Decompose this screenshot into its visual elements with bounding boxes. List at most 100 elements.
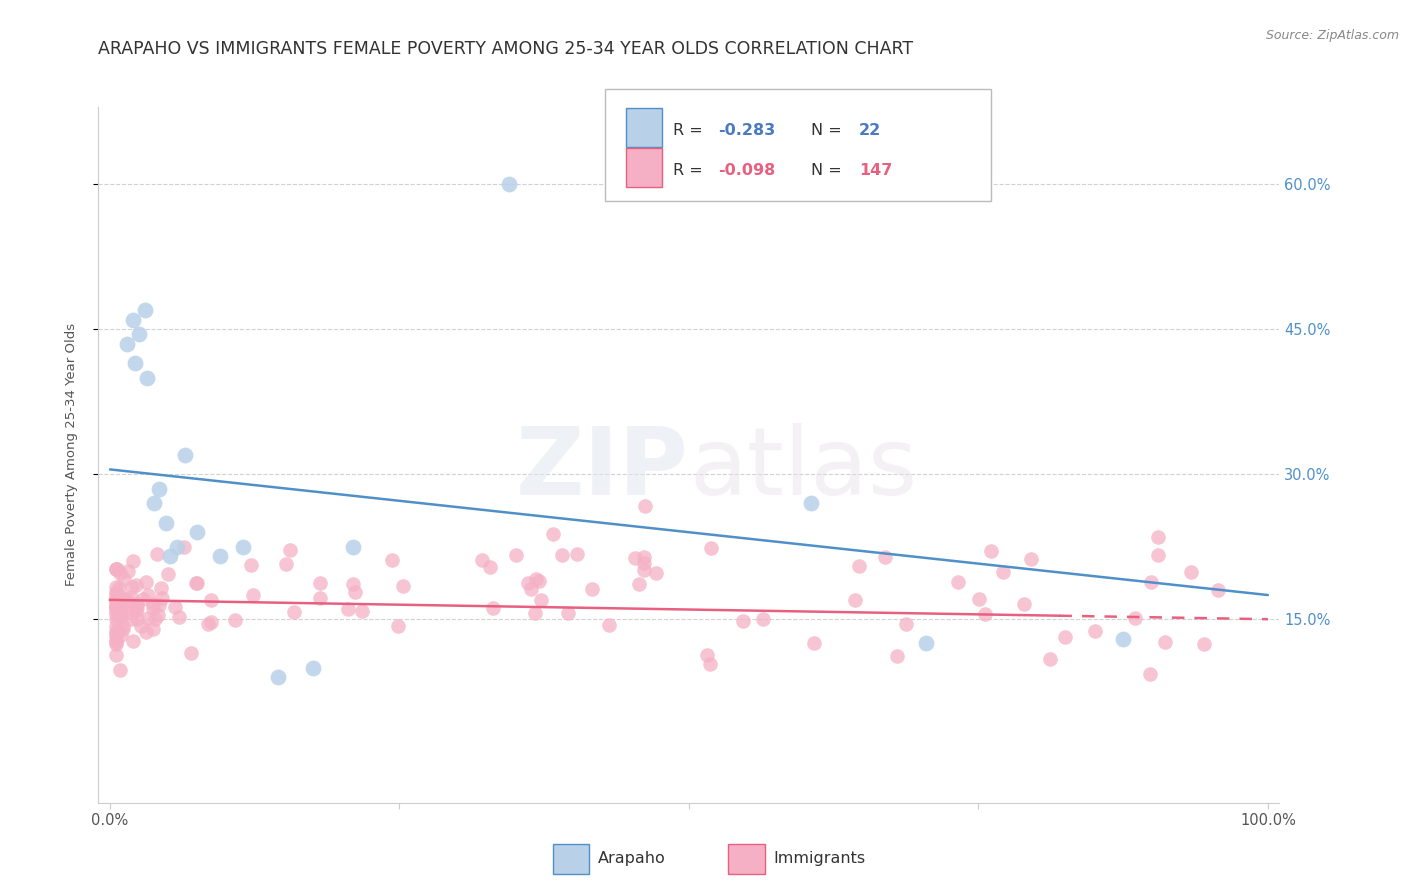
Point	[751, 612, 773, 626]
Point	[1140, 574, 1163, 589]
Point	[104, 587, 127, 601]
Point	[142, 622, 165, 636]
Point	[699, 657, 721, 672]
Point	[120, 612, 142, 626]
Point	[136, 370, 159, 384]
Point	[143, 496, 166, 510]
Point	[644, 566, 666, 580]
Point	[991, 565, 1014, 579]
Point	[530, 593, 553, 607]
Point	[104, 607, 127, 622]
Point	[896, 617, 918, 632]
Point	[124, 356, 146, 370]
Point	[240, 558, 263, 572]
Point	[174, 448, 197, 462]
Point	[633, 556, 655, 570]
Point	[120, 590, 142, 604]
Point	[524, 572, 547, 586]
Point	[1084, 624, 1107, 639]
Point	[283, 605, 305, 619]
Text: -0.098: -0.098	[718, 163, 776, 178]
Point	[557, 607, 579, 621]
Point	[105, 592, 128, 607]
Point	[1139, 666, 1161, 681]
Point	[146, 607, 169, 622]
Point	[342, 540, 364, 554]
Point	[278, 543, 301, 558]
Text: N =: N =	[811, 123, 848, 138]
Point	[142, 597, 165, 611]
Point	[634, 499, 657, 513]
Point	[232, 540, 254, 554]
Point	[122, 554, 145, 568]
Point	[136, 611, 159, 625]
Point	[121, 580, 143, 594]
Point	[186, 525, 208, 540]
Point	[169, 609, 191, 624]
Text: R =: R =	[673, 123, 709, 138]
Point	[208, 549, 231, 564]
Point	[115, 593, 138, 607]
Point	[115, 598, 138, 612]
Point	[166, 540, 188, 554]
Y-axis label: Female Poverty Among 25-34 Year Olds: Female Poverty Among 25-34 Year Olds	[65, 324, 77, 586]
Text: 22: 22	[859, 123, 882, 138]
Point	[624, 551, 647, 566]
Text: ZIP: ZIP	[516, 423, 689, 515]
Text: -0.283: -0.283	[718, 123, 776, 138]
Point	[104, 585, 127, 599]
Point	[197, 616, 219, 631]
Point	[344, 585, 367, 599]
Point	[543, 527, 565, 541]
Point	[1192, 637, 1215, 651]
Text: N =: N =	[811, 163, 848, 178]
Point	[224, 613, 246, 627]
Point	[143, 612, 166, 626]
Point	[844, 592, 866, 607]
Point	[915, 636, 938, 650]
Point	[482, 600, 505, 615]
Point	[308, 575, 330, 590]
Point	[309, 591, 332, 606]
Point	[150, 591, 173, 605]
Point	[134, 625, 156, 640]
Point	[104, 599, 127, 614]
Point	[104, 637, 127, 651]
Point	[391, 579, 413, 593]
Point	[173, 540, 195, 554]
Point	[104, 626, 127, 640]
Point	[529, 574, 551, 589]
Point	[125, 604, 148, 618]
Point	[110, 609, 132, 624]
Text: Arapaho: Arapaho	[598, 852, 665, 866]
Point	[974, 607, 997, 621]
Point	[200, 593, 222, 607]
Point	[108, 566, 131, 580]
Point	[1019, 552, 1042, 566]
Point	[165, 600, 187, 615]
Point	[471, 553, 494, 567]
Point	[1054, 630, 1077, 644]
Point	[1038, 652, 1060, 666]
Point	[581, 582, 603, 597]
Point	[104, 604, 127, 618]
Point	[108, 605, 131, 619]
Point	[142, 601, 165, 615]
Point	[186, 576, 208, 591]
Point	[699, 541, 721, 555]
Point	[1180, 565, 1202, 579]
Point	[155, 516, 177, 530]
Point	[111, 622, 134, 636]
Point	[104, 600, 127, 615]
Point	[157, 566, 180, 581]
Point	[180, 646, 202, 660]
Point	[104, 624, 127, 638]
Point	[122, 312, 145, 326]
Point	[1112, 632, 1135, 646]
Point	[1206, 583, 1229, 598]
Point	[125, 612, 148, 626]
Text: 147: 147	[859, 163, 893, 178]
Point	[104, 628, 127, 642]
Point	[733, 614, 755, 628]
Point	[696, 648, 718, 662]
